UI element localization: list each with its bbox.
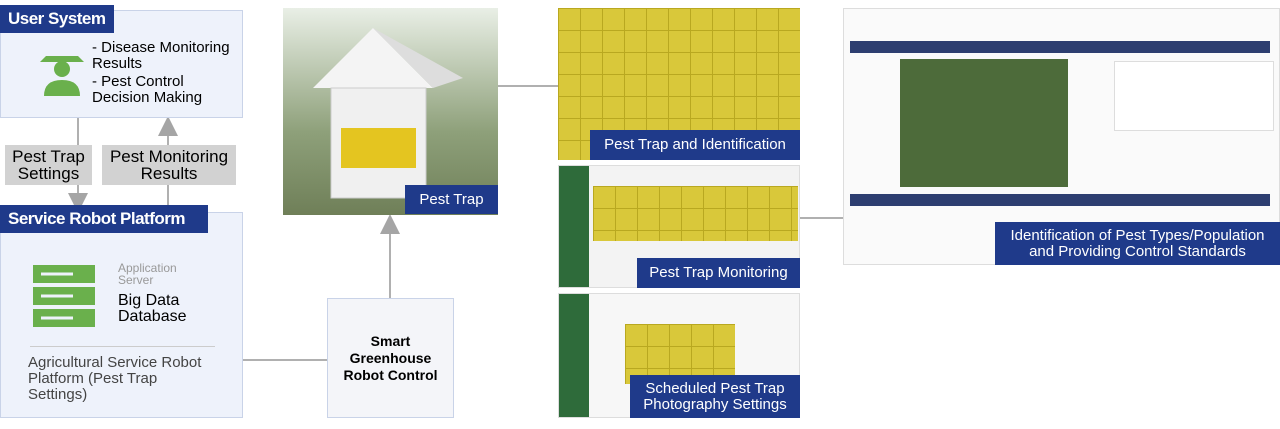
- header-bar: [850, 41, 1270, 53]
- user-item: - Disease Monitoring Results: [92, 39, 230, 72]
- user-icon: [40, 56, 84, 96]
- panel-label: Scheduled Pest Trap Photography Settings: [630, 375, 800, 418]
- database-label: Big Data Database: [118, 292, 187, 325]
- user-item: - Pest Control Decision Making: [92, 73, 203, 106]
- panel-label: Pest Trap and Identification: [590, 130, 800, 160]
- user-items: - Disease Monitoring Results - Pest Cont…: [92, 40, 242, 106]
- platform-title: Service Robot Platform: [0, 205, 208, 233]
- trap-image: [625, 324, 735, 384]
- table-header: [850, 194, 1270, 206]
- info-panel: [1114, 61, 1274, 131]
- panel-label: Pest Trap: [405, 185, 498, 214]
- trap-images: [593, 186, 798, 241]
- platform-description: Agricultural Service Robot Platform (Pes…: [28, 354, 202, 403]
- pest-trap-photo: [283, 8, 498, 215]
- flow-label: Pest Monitoring Results: [102, 145, 236, 185]
- server-icon: [33, 265, 95, 327]
- trap-drawing: [313, 28, 463, 199]
- pest-types-screenshot: [843, 8, 1280, 265]
- flow-label: Pest Trap Settings: [5, 145, 92, 185]
- sidebar: [559, 166, 589, 287]
- divider: [30, 346, 215, 347]
- leaf-image: [900, 59, 1068, 187]
- sidebar: [559, 294, 589, 417]
- control-box: Smart Greenhouse Robot Control: [327, 298, 454, 418]
- panel-label: Pest Trap Monitoring: [637, 258, 800, 288]
- user-system-title: User System: [0, 5, 114, 33]
- server-label: Application Server: [118, 261, 177, 287]
- panel-label: Identification of Pest Types/Population …: [995, 222, 1280, 265]
